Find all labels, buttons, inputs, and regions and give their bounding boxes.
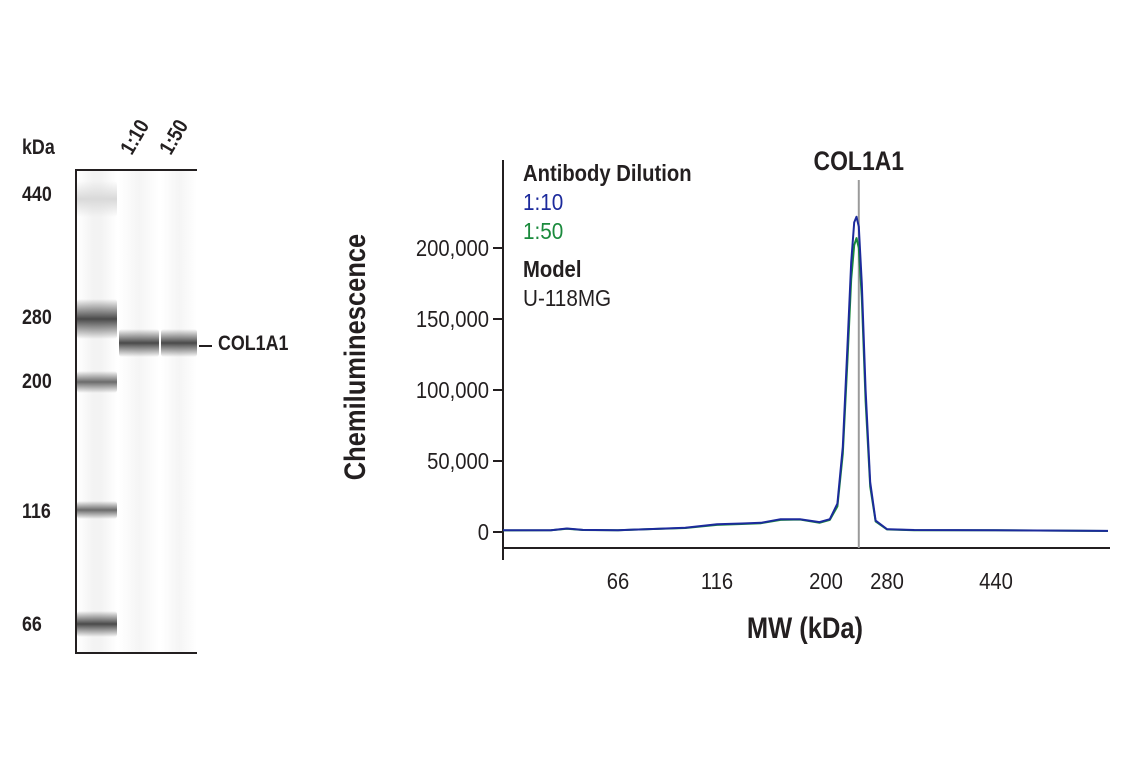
legend-heading: Antibody Dilution <box>523 160 692 187</box>
sample-lane-1-10 <box>119 171 159 652</box>
col1a1-band-1-10 <box>119 329 159 357</box>
x-axis-title: MW (kDa) <box>747 611 863 644</box>
chart-title: COL1A1 <box>814 146 905 176</box>
ladder-band-66 <box>77 611 117 637</box>
series-line-1-50 <box>502 237 1109 532</box>
x-tick-label: 440 <box>979 568 1013 595</box>
mw-marker-440: 440 <box>22 183 52 206</box>
col1a1-band-1-50 <box>161 329 197 357</box>
y-axis-title: Chemiluminescence <box>338 234 371 480</box>
legend-model-value: U-118MG <box>523 285 611 311</box>
target-tick <box>199 345 212 347</box>
x-tick-label: 116 <box>701 568 733 595</box>
sample-lane-1-50 <box>161 171 197 652</box>
kda-label: kDa <box>22 136 55 159</box>
x-tick-label: 200 <box>809 568 843 595</box>
ladder-band-280 <box>77 299 117 339</box>
ladder-band-200 <box>77 371 117 393</box>
y-tick-label: 200,000 <box>416 235 489 262</box>
y-tick-label: 150,000 <box>416 306 489 333</box>
mw-marker-200: 200 <box>22 370 52 393</box>
ladder-lane <box>77 171 117 652</box>
y-tick-label: 100,000 <box>416 377 489 404</box>
target-label: COL1A1 <box>218 332 289 355</box>
series-line-1-10 <box>502 215 1109 532</box>
y-tick-label: 50,000 <box>427 448 489 475</box>
y-tick-label: 0 <box>478 519 489 546</box>
legend-entry-1-50: 1:50 <box>523 218 563 244</box>
ladder-band-116 <box>77 501 117 519</box>
x-tick-label: 66 <box>607 568 630 595</box>
mw-marker-116: 116 <box>22 500 51 523</box>
x-tick-label: 280 <box>870 568 904 595</box>
legend-model-heading: Model <box>523 256 581 283</box>
mw-marker-280: 280 <box>22 306 52 329</box>
legend-entry-1-10: 1:10 <box>523 189 563 215</box>
mw-marker-66: 66 <box>22 613 42 636</box>
ladder-band-440 <box>77 181 117 217</box>
blot-image <box>75 169 197 654</box>
